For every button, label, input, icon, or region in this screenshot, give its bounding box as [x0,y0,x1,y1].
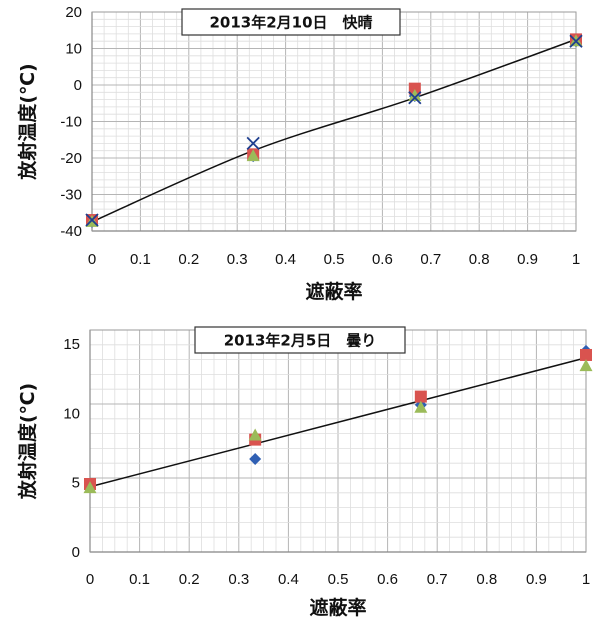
data-point-triangle [246,149,260,162]
x-tick-label: 0.3 [228,571,249,588]
x-tick-label: 0.6 [377,571,398,588]
x-tick-label: 1 [582,571,590,588]
x-tick-label: 0.6 [372,251,393,268]
data-point-triangle [414,400,428,413]
data-point-square [414,390,427,403]
chart-title: 2013年2月5日 曇り [224,332,377,350]
x-tick-label: 0.9 [526,571,547,588]
x-tick-label: 0.8 [469,251,490,268]
data-point-triangle [83,481,97,494]
y-axis-label: 放射温度(℃) [16,383,39,500]
gridlines [89,329,587,553]
x-tick-label: 0.9 [517,251,538,268]
data-point-square [408,82,421,95]
y-tick-label: -20 [60,150,82,167]
x-axis-label: 遮蔽率 [305,280,362,303]
gridlines [91,11,577,232]
data-point-triangle [579,359,593,372]
y-tick-label: -30 [60,187,82,204]
title-box [181,8,401,36]
x-tick-label: 0.1 [130,251,151,268]
x-tick-label: 0 [86,571,94,588]
data-point-x [569,34,583,48]
chart-panel-2: 0 0.1 0.2 0.3 0.4 0.5 0.6 0.7 0.8 0.9 1051015遮蔽率放射… [16,326,593,619]
data-point-x [85,213,99,227]
y-tick-label: 5 [72,475,80,492]
y-tick-label: 0 [74,77,82,94]
data-point-square [580,348,592,361]
data-point-triangle [408,88,422,101]
x-tick-label: 0.1 [129,571,150,588]
x-tick-label: 0.3 [227,251,248,268]
x-tick-label: 0.5 [324,251,345,268]
data-point-x [408,91,422,105]
chart-title: 2013年2月10日 快晴 [209,14,372,32]
x-tick-label: 0.7 [420,251,441,268]
y-axis-label: 放射温度(℃) [16,63,39,180]
x-tick-label: 0.4 [278,571,299,588]
y-tick-label: 10 [63,405,80,422]
x-tick-label: 0.2 [178,251,199,268]
y-tick-label: 15 [63,336,80,353]
data-point-triangle [248,428,262,441]
y-tick-label: -10 [60,114,82,131]
fit-line [89,357,587,488]
series-x [85,34,583,227]
chart-panel-1: 0 0.1 0.2 0.3 0.4 0.5 0.6 0.7 0.8 0.9 1 -40 -30 -20 -1… [16,4,583,303]
x-tick-label: 0.7 [427,571,448,588]
x-tick-label: 0.2 [179,571,200,588]
y-tick-label: -40 [60,223,82,240]
y-tick-label: 0 [72,544,80,561]
x-tick-label: 1 [572,251,580,268]
fit-line [91,38,577,223]
y-tick-label: 10 [65,41,82,58]
data-point-diamond [249,453,262,466]
x-tick-label: 0.5 [328,571,349,588]
y-tick-label: 20 [65,4,82,21]
series-triangle [83,359,593,494]
x-tick-label: 0 [88,251,96,268]
x-tick-label: 0.4 [275,251,296,268]
title-box [194,326,406,354]
data-point-x [246,136,260,151]
x-axis-label: 遮蔽率 [309,596,366,619]
x-tick-label: 0.8 [476,571,497,588]
